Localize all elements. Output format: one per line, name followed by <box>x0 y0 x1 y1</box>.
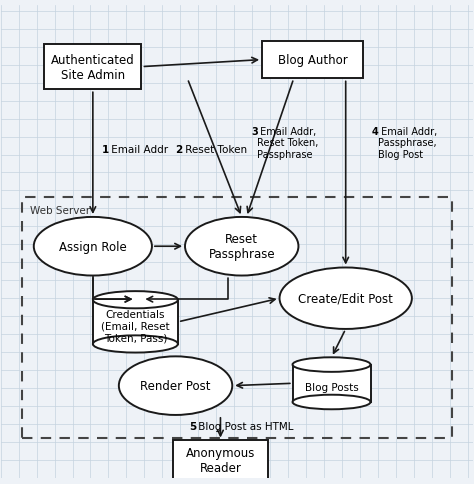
Text: Email Addr,
Reset Token,
Passphrase: Email Addr, Reset Token, Passphrase <box>257 126 319 160</box>
Bar <box>292 365 371 402</box>
FancyBboxPatch shape <box>173 440 268 479</box>
Ellipse shape <box>292 395 371 409</box>
Text: Render Post: Render Post <box>140 379 211 393</box>
Text: Credentials
(Email, Reset
Token, Pass): Credentials (Email, Reset Token, Pass) <box>101 309 170 343</box>
Text: Anonymous
Reader: Anonymous Reader <box>186 446 255 474</box>
Bar <box>93 300 178 344</box>
Text: Web Server: Web Server <box>30 205 90 215</box>
Text: 3: 3 <box>251 126 258 136</box>
Text: Blog Posts: Blog Posts <box>305 382 358 392</box>
Ellipse shape <box>185 217 299 276</box>
Text: Blog Post as HTML: Blog Post as HTML <box>195 421 293 431</box>
Ellipse shape <box>34 217 152 276</box>
Ellipse shape <box>93 291 178 309</box>
Bar <box>22 197 452 438</box>
Text: 5: 5 <box>189 421 196 431</box>
Text: Email Addr: Email Addr <box>109 145 169 155</box>
FancyBboxPatch shape <box>45 45 141 90</box>
Ellipse shape <box>93 336 178 353</box>
Text: 2: 2 <box>175 145 183 155</box>
Text: Blog Author: Blog Author <box>278 54 347 67</box>
FancyBboxPatch shape <box>262 42 364 79</box>
Ellipse shape <box>292 358 371 372</box>
Text: Create/Edit Post: Create/Edit Post <box>298 292 393 305</box>
Text: Reset Token: Reset Token <box>182 145 247 155</box>
Text: Authenticated
Site Admin: Authenticated Site Admin <box>51 54 135 81</box>
Text: Assign Role: Assign Role <box>59 240 127 253</box>
Text: Reset
Passphrase: Reset Passphrase <box>209 233 275 261</box>
Ellipse shape <box>119 357 232 415</box>
Text: 1: 1 <box>102 145 109 155</box>
Text: 4: 4 <box>372 126 378 136</box>
Text: Email Addr,
Passphrase,
Blog Post: Email Addr, Passphrase, Blog Post <box>378 126 437 160</box>
Ellipse shape <box>280 268 412 329</box>
